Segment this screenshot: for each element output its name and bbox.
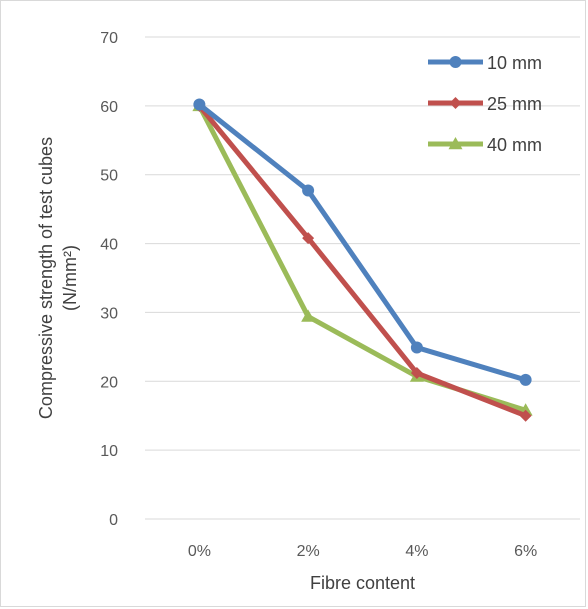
data-point xyxy=(519,373,532,386)
legend-marker xyxy=(448,137,463,150)
data-point xyxy=(301,309,316,322)
data-point xyxy=(193,98,206,111)
y-tick-label: 0 xyxy=(109,512,118,529)
y-tick-label: 70 xyxy=(100,30,118,47)
series-group xyxy=(192,98,533,422)
legend-item: 25 mm xyxy=(428,94,542,114)
legend-label: 40 mm xyxy=(487,135,542,155)
legend-label: 25 mm xyxy=(487,94,542,114)
y-tick-label: 50 xyxy=(100,168,118,185)
series-10-mm xyxy=(193,98,532,386)
x-tick-label: 0% xyxy=(188,543,211,560)
data-point xyxy=(519,409,532,422)
x-axis-title: Fibre content xyxy=(310,573,415,593)
legend-marker xyxy=(449,56,462,68)
y-axis-title-line1: Compressive strength of test cubes xyxy=(36,137,56,419)
x-axis-ticks: 0% 2% 4% 6% xyxy=(188,543,537,560)
data-point xyxy=(302,232,315,245)
data-point xyxy=(302,184,315,197)
legend-label: 10 mm xyxy=(487,53,542,73)
data-point xyxy=(410,367,423,380)
y-axis-title: Compressive strength of test cubes (N/mm… xyxy=(36,137,80,419)
series-line xyxy=(196,103,529,419)
x-tick-label: 4% xyxy=(405,543,428,560)
series-line xyxy=(196,101,529,383)
data-point xyxy=(410,341,423,354)
y-axis-title-line2: (N/mm²) xyxy=(60,245,80,311)
y-tick-label: 20 xyxy=(100,374,118,391)
y-axis-ticks: 0 10 20 30 40 50 60 70 xyxy=(100,30,118,529)
legend-item: 10 mm xyxy=(428,53,542,73)
legend: 10 mm 25 mm 40 mm xyxy=(428,53,542,155)
series-25-mm xyxy=(193,99,532,422)
y-tick-label: 30 xyxy=(100,305,118,322)
gridlines xyxy=(145,36,580,520)
legend-marker xyxy=(449,97,462,109)
y-tick-label: 10 xyxy=(100,443,118,460)
y-tick-label: 40 xyxy=(100,237,118,254)
legend-item: 40 mm xyxy=(428,135,542,155)
x-tick-label: 6% xyxy=(514,543,537,560)
y-tick-label: 60 xyxy=(100,99,118,116)
x-tick-label: 2% xyxy=(297,543,320,560)
